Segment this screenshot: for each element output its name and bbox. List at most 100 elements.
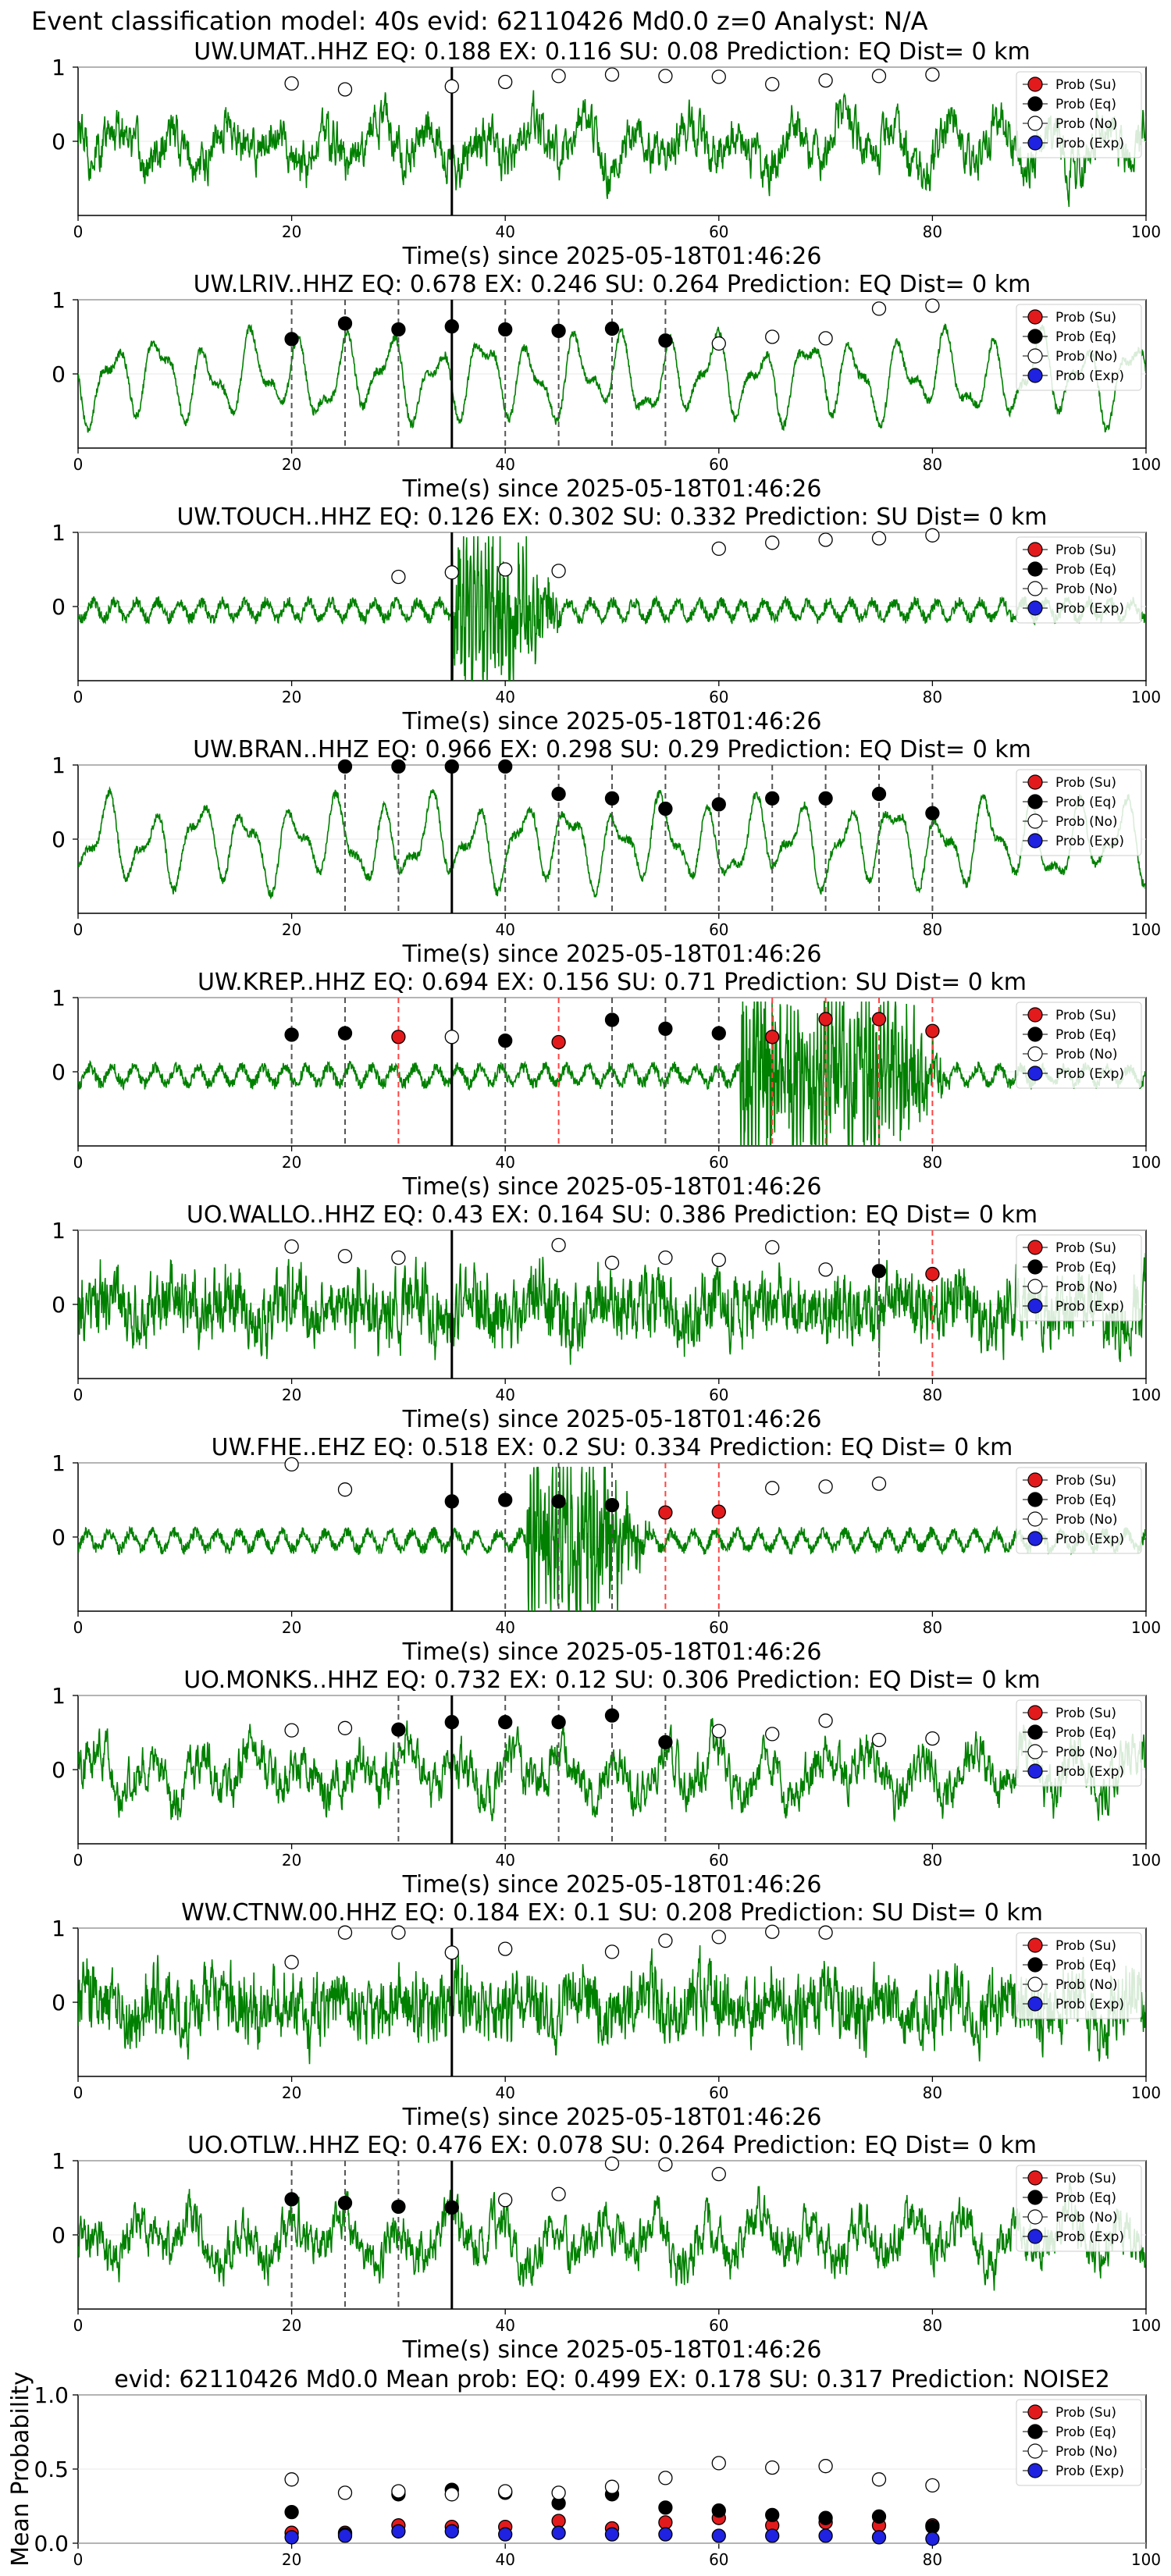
- x-tick-label: 80: [923, 2316, 942, 2335]
- probability-point: [711, 1930, 726, 1944]
- legend-marker: [1027, 368, 1043, 383]
- probability-point: [711, 1724, 726, 1738]
- x-tick-label: 80: [923, 1618, 942, 1637]
- y-tick-label: 0.5: [34, 2457, 69, 2482]
- legend-marker: [1027, 2190, 1043, 2205]
- x-tick-label: 0: [73, 2550, 84, 2569]
- mean-probability-point: [925, 2478, 940, 2493]
- probability-point: [551, 1494, 566, 1509]
- legend-marker: [1027, 2443, 1043, 2459]
- y-tick-label: 0: [52, 1292, 66, 1318]
- legend-marker: [1027, 774, 1043, 790]
- x-axis-label: Time(s) since 2025-05-18T01:46:26: [402, 243, 822, 270]
- mean-probability-point: [711, 2456, 726, 2471]
- waveform-trace: [78, 785, 1146, 900]
- probability-point: [284, 1239, 299, 1254]
- mean-probability-point: [711, 2503, 726, 2518]
- probability-point: [765, 791, 780, 806]
- probability-point: [711, 1026, 726, 1041]
- probability-point: [658, 801, 673, 817]
- y-tick-label: 0: [52, 2222, 66, 2248]
- x-tick-label: 100: [1131, 1386, 1161, 1404]
- probability-point: [711, 2166, 726, 2182]
- x-tick-label: 20: [282, 1851, 301, 1870]
- probability-point: [818, 1713, 833, 1728]
- x-tick-label: 60: [709, 1851, 728, 1870]
- probability-point: [711, 1252, 726, 1268]
- probability-point: [871, 1732, 887, 1748]
- probability-point: [658, 1021, 673, 1037]
- mean-probability-point: [658, 2471, 673, 2485]
- legend-box: [1016, 304, 1142, 391]
- legend-marker: [1027, 1259, 1043, 1275]
- legend-box: [1016, 1932, 1142, 2019]
- legend-box: [1016, 536, 1142, 624]
- mean-probability-panel: 0 20 40 60 80 100 1.0 0.5 0.0 Prob (Su) Prob (Eq) P…: [7, 2366, 1161, 2569]
- x-tick-label: 100: [1131, 1851, 1161, 1870]
- waveform-trace: [78, 323, 1146, 433]
- x-tick-label: 40: [495, 2550, 514, 2569]
- legend-marker: [1027, 2209, 1043, 2225]
- x-tick-label: 0: [73, 1153, 84, 1172]
- waveform-trace: [78, 1944, 1146, 2065]
- probability-point: [765, 1924, 780, 1939]
- legend-marker: [1027, 1996, 1043, 2012]
- legend-label: Prob (Eq): [1055, 1027, 1116, 1043]
- probability-point: [818, 532, 833, 547]
- mean-probability-point: [871, 2530, 887, 2545]
- x-tick-label: 60: [709, 688, 728, 706]
- probability-point: [498, 74, 513, 90]
- y-tick-label: 0: [52, 1990, 66, 2016]
- probability-point: [284, 1955, 299, 1969]
- legend-label: Prob (Su): [1055, 2171, 1116, 2186]
- legend-marker: [1027, 1763, 1043, 1779]
- mean-probability-point: [871, 2509, 887, 2524]
- panel-title: UW.FHE..EHZ EQ: 0.518 EX: 0.2 SU: 0.334 …: [212, 1434, 1013, 1461]
- probability-point: [498, 1715, 513, 1730]
- panel-title: UW.LRIV..HHZ EQ: 0.678 EX: 0.246 SU: 0.2…: [194, 271, 1031, 298]
- legend-box: [1016, 71, 1142, 158]
- legend-label: Prob (Su): [1055, 775, 1116, 791]
- mean-probability-point: [337, 2528, 353, 2543]
- x-tick-label: 40: [495, 2083, 514, 2102]
- x-tick-label: 80: [923, 2083, 942, 2102]
- legend-label: Prob (Eq): [1055, 2425, 1116, 2440]
- mean-probability-point: [284, 2530, 299, 2545]
- y-tick-label: 0: [52, 361, 66, 387]
- probability-point: [925, 1731, 940, 1746]
- waveform-trace: [78, 1253, 1146, 1365]
- legend-box: [1016, 1234, 1142, 1322]
- legend-label: Prob (No): [1055, 116, 1118, 132]
- probability-point: [818, 1925, 833, 1940]
- probability-point: [444, 319, 459, 334]
- legend-label: Prob (Exp): [1055, 1532, 1124, 1547]
- probability-point: [498, 562, 513, 577]
- waveform-panel: 0 20 40 60 80 100 1 0 Prob (Su) Prob (Eq) Prob (No…: [52, 736, 1161, 968]
- waveform-panel: 0 20 40 60 80 100 1 0 Prob (Su) Prob (Eq) Prob (No…: [52, 969, 1161, 1201]
- panel-title: UW.BRAN..HHZ EQ: 0.966 EX: 0.298 SU: 0.2…: [193, 736, 1031, 763]
- probability-point: [391, 322, 406, 337]
- probability-point: [551, 2186, 566, 2201]
- y-axis-label: Mean Probability: [7, 2371, 34, 2567]
- mean-probability-point: [818, 2528, 833, 2543]
- probability-point: [284, 332, 299, 347]
- x-tick-label: 0: [73, 2316, 84, 2335]
- mean-probability-point: [871, 2472, 887, 2487]
- probability-point: [337, 316, 353, 331]
- mean-probability-point: [284, 2504, 299, 2520]
- legend-marker: [1027, 813, 1043, 829]
- mean-probability-point: [765, 2460, 780, 2475]
- legend-marker: [1027, 2424, 1043, 2439]
- legend-marker: [1027, 1007, 1043, 1023]
- y-tick-label: 0: [52, 827, 66, 852]
- waveform-trace: [78, 90, 1146, 208]
- x-tick-label: 80: [923, 1386, 942, 1404]
- mean-probability-point: [444, 2487, 459, 2502]
- legend-label: Prob (No): [1055, 1977, 1118, 1993]
- mean-probability-point: [658, 2515, 673, 2530]
- probability-point: [551, 786, 566, 802]
- x-tick-label: 40: [495, 920, 514, 939]
- x-tick-label: 100: [1131, 455, 1161, 474]
- waveform-panel: 0 20 40 60 80 100 1 0 Prob (Su) Prob (Eq) Prob (No…: [52, 1201, 1161, 1433]
